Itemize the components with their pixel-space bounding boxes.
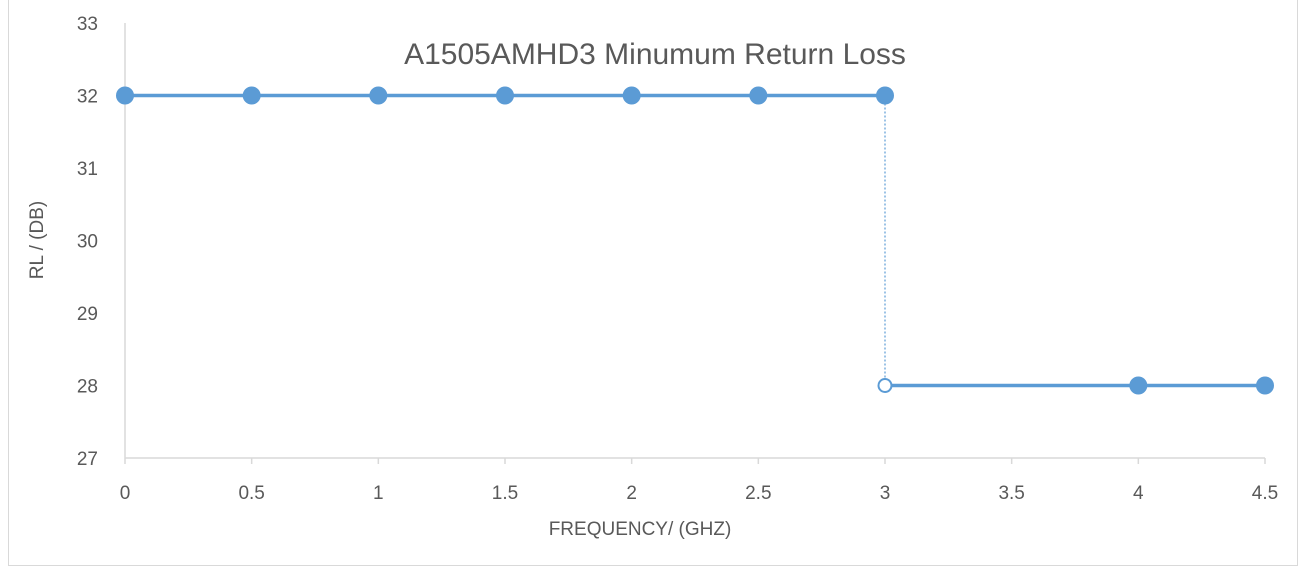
- data-point: [876, 86, 894, 105]
- x-axis-ticks: 0 0.5 1 1.5 2 2.5 3 3.5 4 4.5: [120, 458, 1278, 504]
- chart-frame: [8, 0, 1298, 566]
- x-axis-title: FREQUENCY/ (GHZ): [549, 519, 732, 540]
- y-axis-title: RL / (DB): [27, 201, 48, 279]
- x-tick-label: 3.5: [998, 483, 1024, 504]
- y-tick-label: 32: [77, 87, 98, 108]
- data-point: [369, 86, 388, 105]
- y-axis-ticks: 27 28 29 30 31 32 33: [77, 14, 98, 470]
- data-point: [749, 86, 768, 105]
- x-tick-label: 2: [626, 483, 637, 504]
- x-tick-label: 0: [120, 483, 131, 504]
- data-point-open: [877, 378, 893, 393]
- data-point: [622, 86, 641, 105]
- data-point: [1256, 376, 1274, 395]
- x-tick-label: 3: [880, 483, 891, 504]
- y-tick-label: 33: [77, 14, 98, 35]
- data-point: [1129, 376, 1148, 395]
- data-point: [116, 86, 134, 105]
- x-tick-label: 1: [373, 483, 384, 504]
- x-tick-label: 4.5: [1252, 483, 1278, 504]
- chart-title: A1505AMHD3 Minumum Return Loss: [404, 38, 906, 71]
- y-tick-label: 28: [77, 377, 98, 398]
- axes: [124, 23, 1265, 459]
- data-point: [242, 86, 261, 105]
- x-tick-label: 2.5: [745, 483, 771, 504]
- y-tick-label: 29: [77, 304, 98, 325]
- x-tick-label: 0.5: [238, 483, 264, 504]
- series-layer: [116, 86, 1274, 395]
- data-point: [496, 86, 514, 105]
- y-tick-label: 30: [77, 232, 98, 253]
- x-tick-label: 1.5: [492, 483, 518, 504]
- y-tick-label: 27: [77, 449, 98, 470]
- y-tick-label: 31: [77, 159, 98, 180]
- x-tick-label: 4: [1133, 483, 1144, 504]
